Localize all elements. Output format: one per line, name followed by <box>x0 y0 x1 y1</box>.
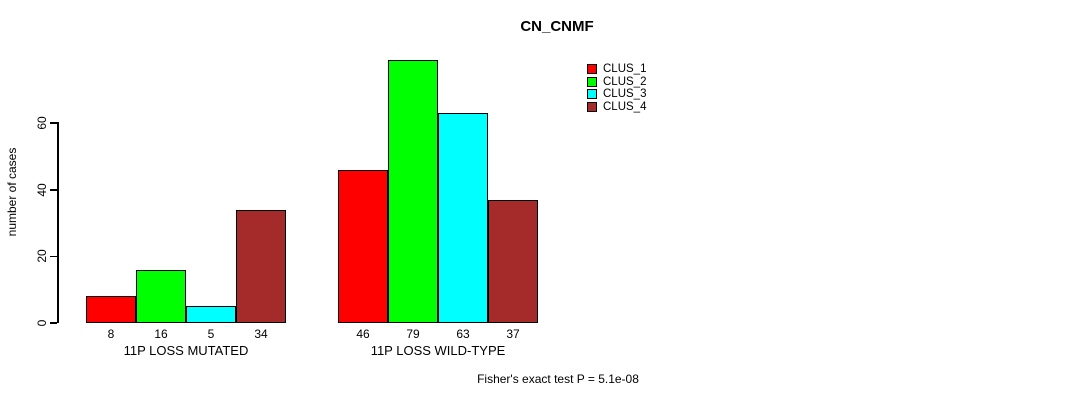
bar-value-label: 46 <box>356 327 370 341</box>
y-tick-label: 40 <box>35 183 49 197</box>
bar-value-label: 8 <box>107 327 115 341</box>
legend-item: CLUS_4 <box>587 101 646 114</box>
bar-value-label: 37 <box>506 327 520 341</box>
legend-item: CLUS_2 <box>587 76 646 89</box>
legend-item-label: CLUS_4 <box>603 101 647 114</box>
y-tick-label: 0 <box>35 319 49 327</box>
bar-value-label: 79 <box>406 327 420 341</box>
y-tick-label: 20 <box>35 249 49 264</box>
chart-title: CN_CNMF <box>520 18 594 35</box>
bar-clus_1-group2 <box>338 169 388 323</box>
y-tick-label: 60 <box>35 116 49 130</box>
legend-color-swatch <box>587 102 597 113</box>
y-tick <box>50 322 57 324</box>
y-axis-title: number of cases <box>5 147 19 237</box>
stat-annotation: Fisher's exact test P = 5.1e-08 <box>477 372 639 386</box>
legend-color-swatch <box>587 89 597 100</box>
bar-clus_2-group2 <box>388 59 438 323</box>
y-tick <box>50 189 57 191</box>
bar-clus_4-group1 <box>236 209 286 323</box>
y-axis-line <box>57 122 59 323</box>
bar-clus_3-group1 <box>186 306 236 323</box>
bar-clus_2-group1 <box>136 269 186 323</box>
bar-value-label: 5 <box>207 327 215 341</box>
legend-color-swatch <box>587 76 597 87</box>
legend-item: CLUS_3 <box>587 88 646 101</box>
legend-item: CLUS_1 <box>587 63 646 76</box>
legend-color-swatch <box>587 64 597 75</box>
bar-value-label: 63 <box>456 327 470 341</box>
y-tick <box>50 255 57 258</box>
bar-clus_1-group1 <box>86 296 136 323</box>
bar-value-label: 16 <box>154 327 168 341</box>
bar-value-label: 34 <box>254 327 268 341</box>
y-tick <box>50 122 57 124</box>
bar-clus_3-group2 <box>438 113 488 323</box>
legend-item-label: CLUS_2 <box>603 75 647 88</box>
bar-clus_4-group2 <box>488 199 538 323</box>
category-label: 11P LOSS WILD-TYPE <box>370 343 506 358</box>
legend-item-label: CLUS_1 <box>603 63 647 76</box>
legend-item-label: CLUS_3 <box>603 88 647 101</box>
legend: CLUS_1 CLUS_2 CLUS_3 CLUS_4 <box>587 63 646 113</box>
category-label: 11P LOSS MUTATED <box>123 343 249 358</box>
